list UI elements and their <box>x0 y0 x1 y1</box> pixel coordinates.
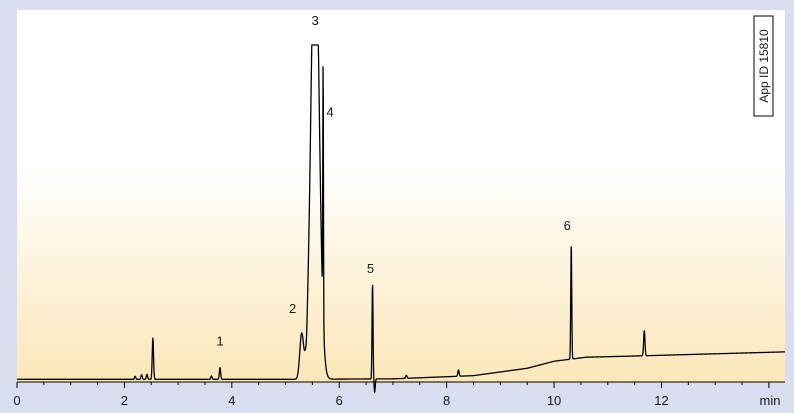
x-tick-label: 10 <box>547 393 561 408</box>
x-axis-unit: min <box>760 393 781 408</box>
chromatogram-trace <box>16 44 786 393</box>
peak-label-5: 5 <box>367 261 374 276</box>
x-tick-label: 2 <box>121 393 128 408</box>
peak-label-3: 3 <box>311 13 318 28</box>
app-id-label: App ID 15810 <box>757 29 771 103</box>
x-axis: 0 2 4 6 8 10 12 min <box>13 381 785 408</box>
peak-label-2: 2 <box>289 301 296 316</box>
trace-layer <box>16 44 786 393</box>
app-id-box: App ID 15810 <box>753 15 774 117</box>
peak-label-6: 6 <box>564 218 571 233</box>
x-tick-label: 8 <box>443 393 450 408</box>
x-tick-label: 4 <box>228 393 235 408</box>
peak-label-4: 4 <box>327 105 334 120</box>
x-tick-label: 6 <box>336 393 343 408</box>
plot-area <box>17 10 785 382</box>
peak-labels: 1 2 3 4 5 6 <box>216 13 570 349</box>
peak-label-1: 1 <box>216 334 223 349</box>
x-tick-label: 12 <box>654 393 668 408</box>
x-tick-label: 0 <box>13 393 20 408</box>
